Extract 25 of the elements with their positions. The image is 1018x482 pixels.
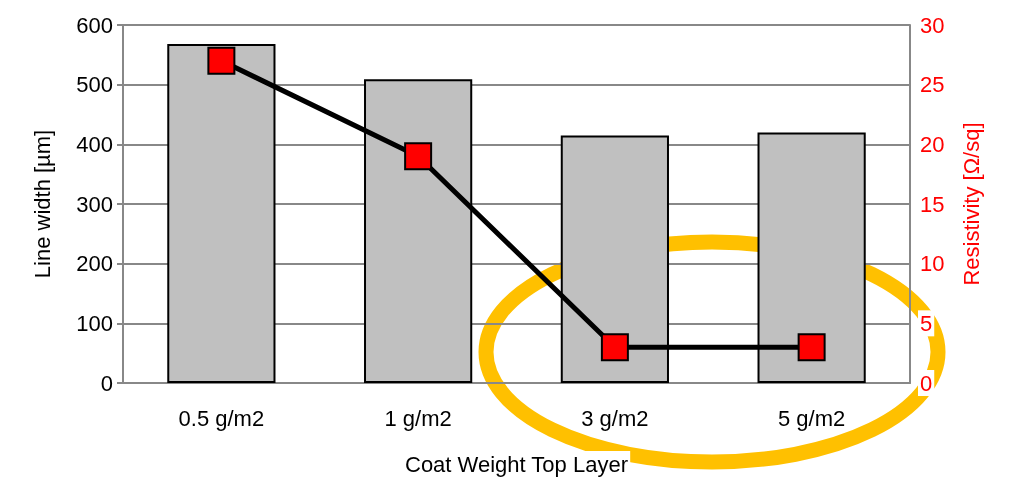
y-tick-label: 600 xyxy=(76,12,113,38)
x-tick-label: 5 g/m2 xyxy=(777,405,846,431)
y-tick-label: 500 xyxy=(76,72,113,98)
y2-tick-label: 5 xyxy=(920,310,933,336)
point xyxy=(404,142,433,171)
y2-tick-label: 30 xyxy=(920,12,945,38)
y2-axis-title: Resistivity [Ω/sq] xyxy=(958,122,984,286)
x-tick-label: 3 g/m2 xyxy=(581,405,649,431)
y-tick-label: 0 xyxy=(100,370,113,396)
y2-tick-label: 0 xyxy=(920,370,933,396)
point xyxy=(600,333,629,362)
y-tick-label: 100 xyxy=(76,310,113,336)
x-tick-label: 1 g/m2 xyxy=(384,405,452,431)
x-axis-title: Coat Weight Top Layer xyxy=(405,451,628,477)
point xyxy=(207,46,236,75)
y-tick-label: 400 xyxy=(76,131,113,157)
x-tick-label: 0.5 g/m2 xyxy=(178,405,265,431)
y2-tick-label: 15 xyxy=(920,191,945,217)
y2-tick-label: 25 xyxy=(920,72,945,98)
y2-tick-label: 10 xyxy=(920,251,945,277)
y-axis-title: Line width [µm] xyxy=(29,129,55,279)
y-tick-label: 300 xyxy=(76,191,113,217)
y2-tick-label: 20 xyxy=(920,131,945,157)
y-tick-label: 200 xyxy=(76,251,113,277)
point xyxy=(797,333,826,362)
